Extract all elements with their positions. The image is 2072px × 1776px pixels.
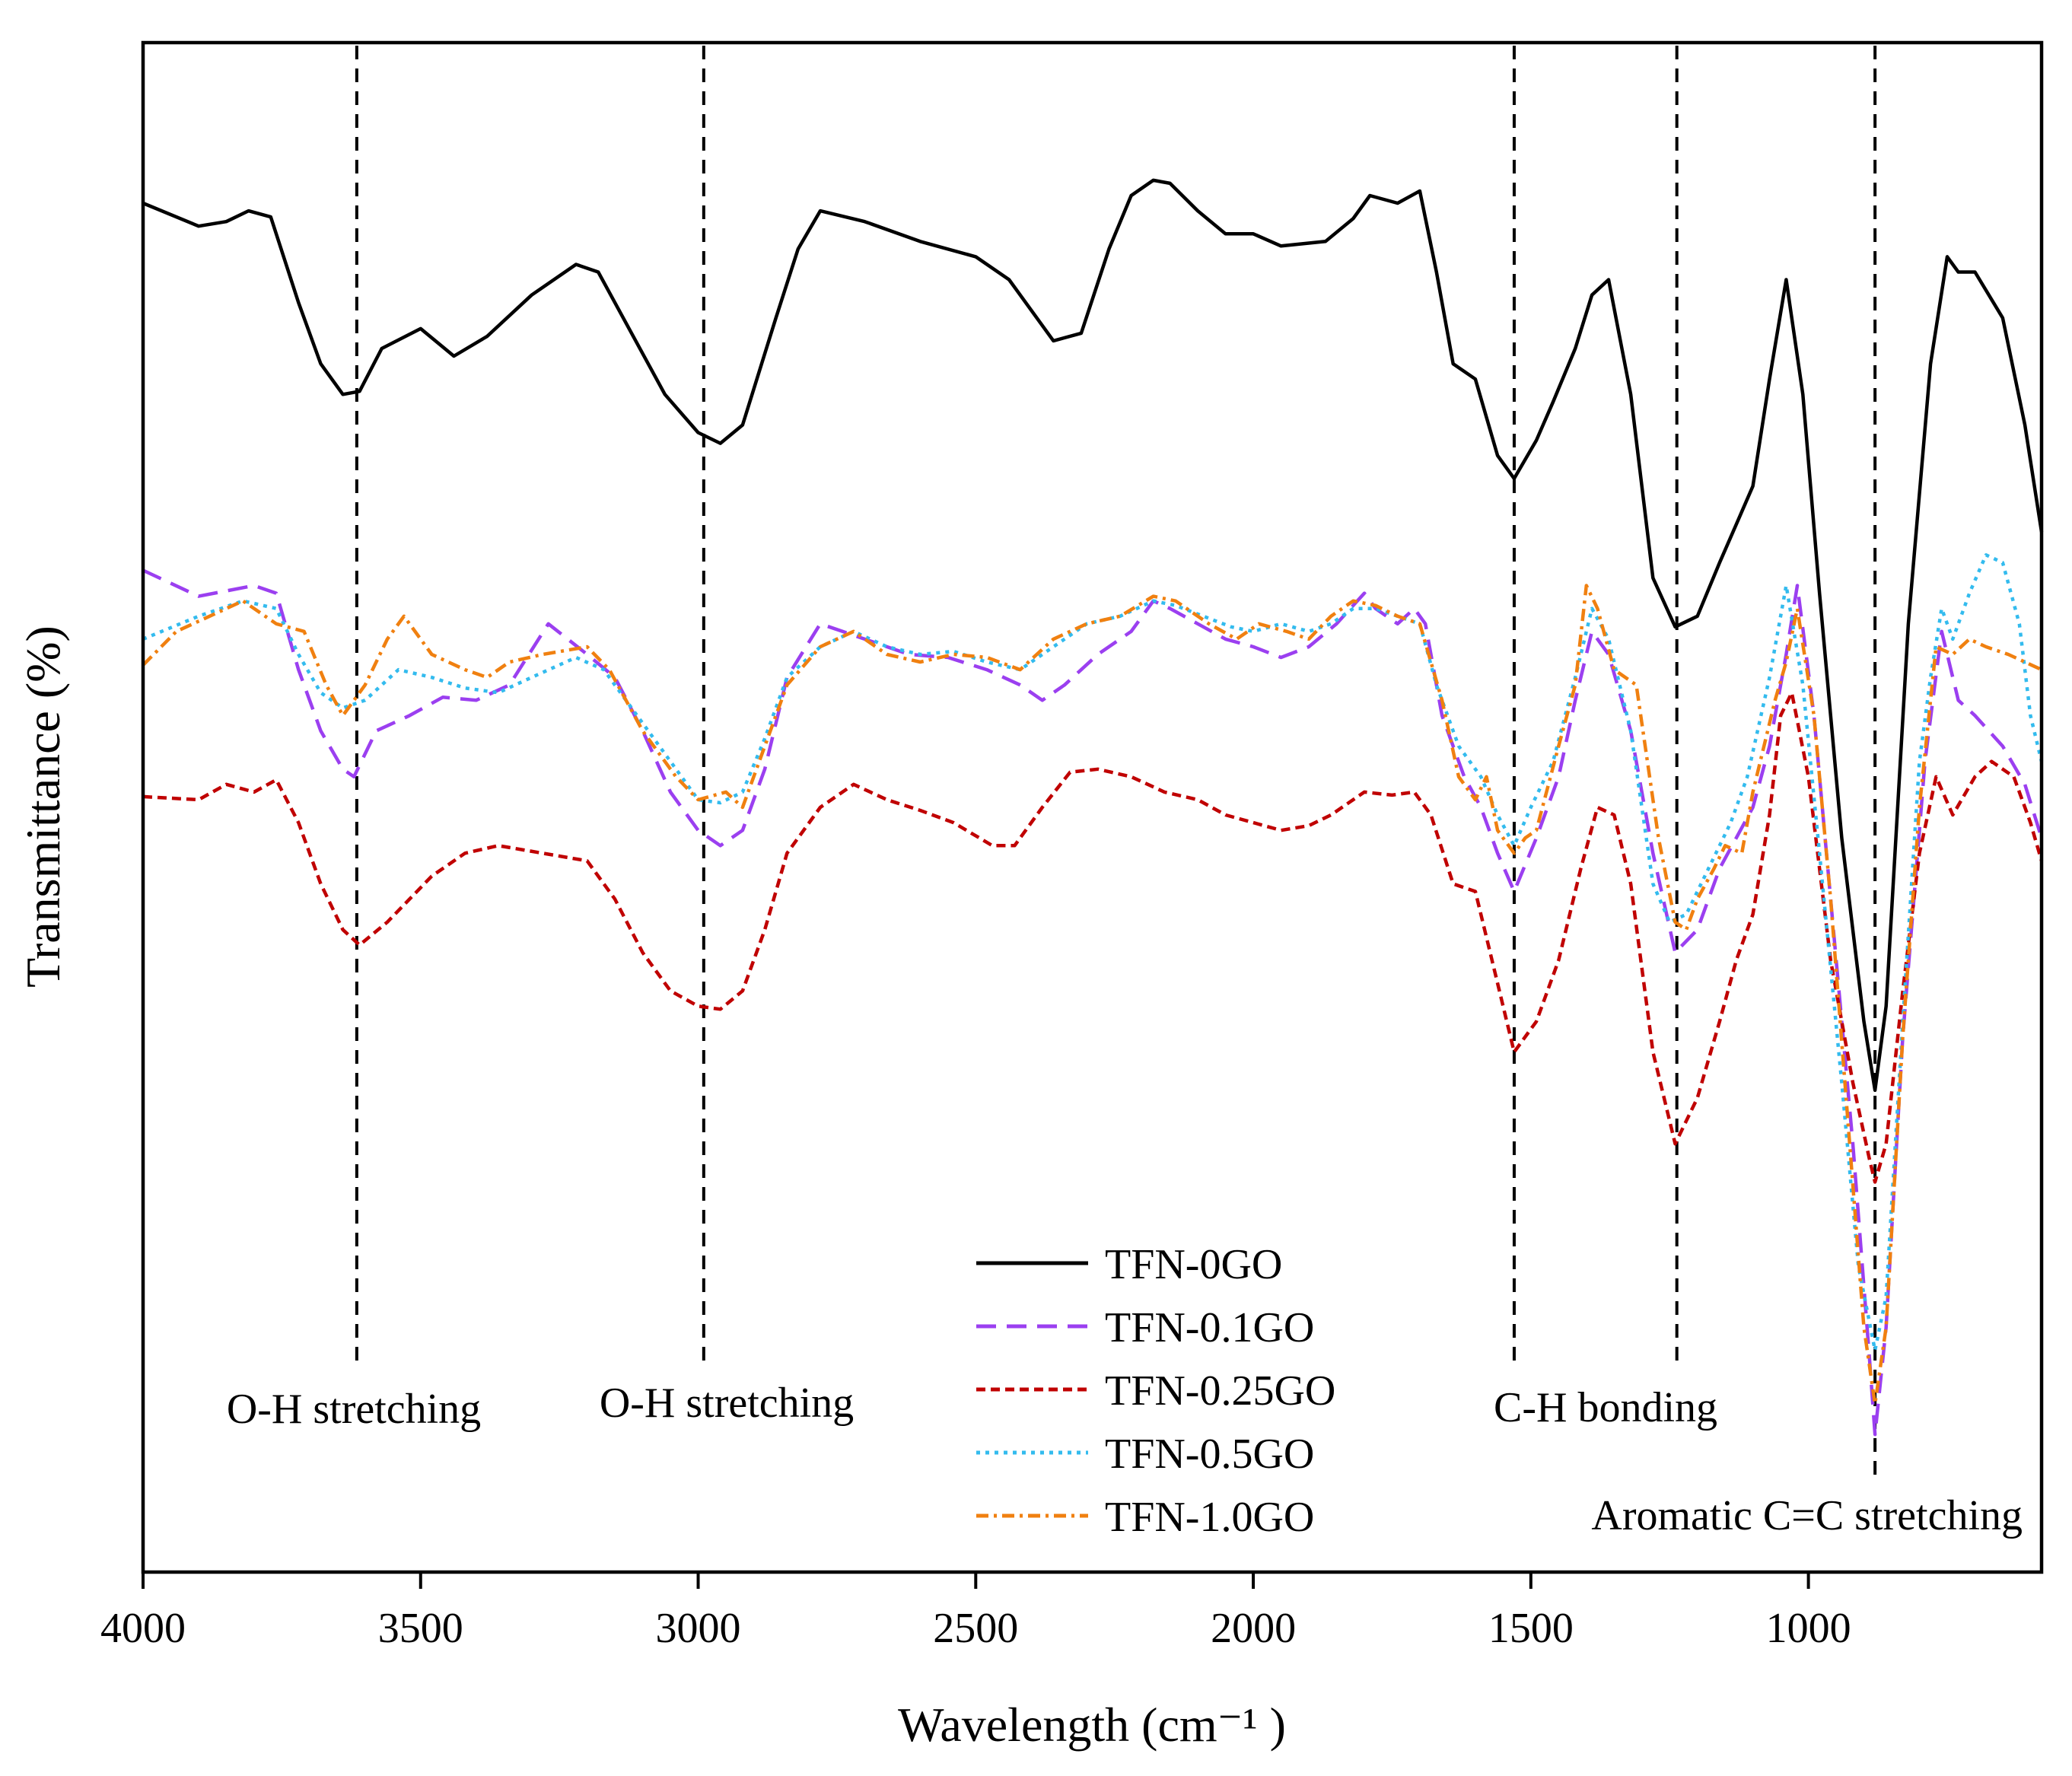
legend-label-tfn-0-25go: TFN-0.25GO bbox=[1105, 1367, 1335, 1415]
x-axis-title: Wavelength (cm⁻¹ ) bbox=[898, 1698, 1286, 1752]
series-line-tfn-0go bbox=[142, 178, 2044, 1093]
x-tick-label: 3500 bbox=[378, 1605, 463, 1652]
x-axis-ticks: 4000 3500 3000 2500 2000 1500 1000 bbox=[100, 1572, 1851, 1652]
x-tick-label: 3000 bbox=[656, 1605, 741, 1652]
legend-label-tfn-0go: TFN-0GO bbox=[1105, 1241, 1282, 1288]
annotation-o-h-stretching: O-H stretching bbox=[600, 1380, 854, 1427]
series-line-tfn-0-25go bbox=[142, 691, 2044, 1184]
x-tick-label: 2000 bbox=[1211, 1605, 1296, 1652]
x-tick-label: 1000 bbox=[1766, 1605, 1851, 1652]
series-line-tfn-0-5go bbox=[142, 553, 2044, 1352]
legend-label-tfn-0-5go: TFN-0.5GO bbox=[1105, 1431, 1314, 1478]
annotation-o-h-stretching: O-H stretching bbox=[227, 1386, 481, 1433]
x-tick-label: 4000 bbox=[100, 1605, 186, 1652]
annotation-aromatic-c-c-stretching: Aromatic C=C stretching bbox=[1591, 1492, 2023, 1539]
series-lines bbox=[142, 178, 2044, 1437]
legend-label-tfn-1-0go: TFN-1.0GO bbox=[1105, 1494, 1314, 1541]
legend: TFN-0GO TFN-0.1GO TFN-0.25GO TFN-0.5GO TFN-1… bbox=[976, 1241, 1335, 1541]
x-tick-label: 1500 bbox=[1488, 1605, 1574, 1652]
legend-label-tfn-0-1go: TFN-0.1GO bbox=[1105, 1304, 1314, 1351]
plot-frame bbox=[141, 40, 2044, 1574]
series-line-tfn-1-0go bbox=[142, 584, 2042, 1406]
series-line-tfn-0-1go bbox=[142, 568, 2044, 1437]
x-tick-label: 2500 bbox=[933, 1605, 1018, 1652]
annotation-c-h-bonding: C-H bonding bbox=[1494, 1384, 1717, 1431]
peak-annotations: O-H stretching O-H stretching C-H bonding A… bbox=[227, 1380, 2023, 1539]
y-axis-title: Transmittance (%) bbox=[16, 625, 70, 988]
